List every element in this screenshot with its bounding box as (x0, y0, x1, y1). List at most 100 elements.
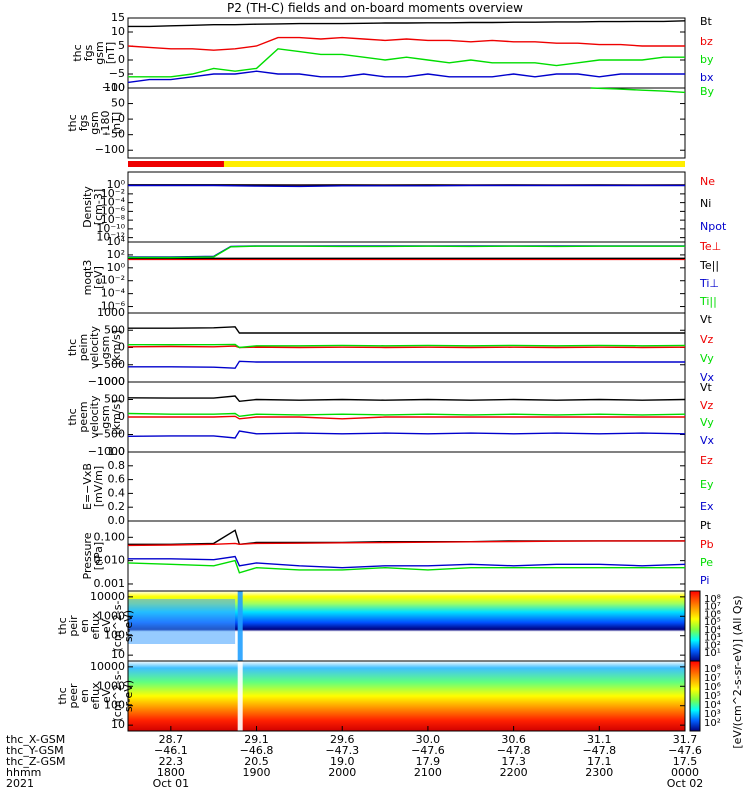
y-tick-label: −5 (109, 67, 125, 80)
y-tick-label: 0 (118, 112, 125, 125)
y-tick-label: 100 (104, 81, 125, 94)
y-axis-label: eflux (89, 612, 102, 640)
series-line-Vy (128, 343, 686, 349)
y-axis-label: thc (66, 408, 79, 425)
y-axis-label: peem (77, 401, 90, 432)
y-tick-label: 0 (118, 341, 125, 354)
legend-label-Npot: Npot (700, 220, 727, 233)
colorbar-tick-label: 10¹ (704, 648, 721, 659)
y-tick-label: 15 (111, 11, 125, 24)
y-axis-label: [km/s] (110, 399, 123, 434)
y-axis-label: (cm^2-s- (111, 601, 124, 652)
y-axis-label: peir (67, 615, 80, 637)
y-tick-label: 10⁻⁶ (101, 204, 126, 217)
series-line-Bt (128, 20, 686, 28)
legend-label-Pi: Pi (700, 574, 709, 587)
legend-label-Pe: Pe (700, 556, 713, 569)
y-tick-label: 0.010 (94, 554, 126, 567)
colorbar-tick-label: 10⁶ (704, 609, 721, 620)
legend-label-Vx: Vx (700, 371, 715, 384)
colorbar-tick-label: 10⁸ (704, 594, 721, 605)
y-axis-label: moqt3 (81, 260, 94, 296)
y-axis-label: thc (66, 114, 79, 131)
legend-label-Te||: Te|| (699, 259, 719, 272)
y-tick-label: 10⁰ (107, 178, 126, 191)
time-axis-value: 29.6 (330, 733, 355, 746)
y-axis-label: gsm (99, 336, 112, 359)
legend-label-Ni: Ni (700, 197, 711, 210)
legend-label-bz: bz (700, 35, 713, 48)
colorbar-tick-label: 10⁶ (704, 682, 721, 693)
time-axis-value: −47.8 (582, 744, 616, 757)
colorbar-scale (689, 590, 701, 662)
series-line-Pi (128, 555, 686, 569)
y-axis-label: gsm (88, 111, 101, 134)
series-line-Pe (127, 559, 685, 574)
panel-frame (127, 171, 686, 243)
legend-label-bx: bx (700, 71, 714, 84)
colorbar-label: [eV/(cm^2-s-sr-eV)] (All Qs) (731, 595, 744, 748)
y-axis-label: velocity (88, 395, 101, 438)
y-axis-label: [mV/m] (92, 466, 105, 507)
series-line-Vx (127, 430, 686, 439)
panel-peir_spec: 10000 1000 100 10 thcpeirenefluxeV(cm^2-s-sr… (56, 590, 686, 662)
y-tick-label: 0.4 (108, 486, 126, 499)
time-axis-value: 29.1 (244, 733, 269, 746)
y-axis-label: en (78, 619, 91, 633)
time-axis-value: −47.8 (497, 744, 531, 757)
time-axis-value: 2300 (585, 766, 613, 779)
y-tick-label: −10 (102, 81, 125, 94)
legend-label-Vz: Vz (700, 333, 714, 346)
colorbar-tick-label: 10² (704, 718, 721, 729)
time-axis-value: 31.1 (587, 733, 612, 746)
colorbar-tick-label: 10⁷ (704, 673, 721, 684)
y-tick-label: −50 (102, 128, 125, 141)
y-tick-label: 10⁰ (107, 261, 126, 274)
y-tick-label: 1000 (97, 306, 125, 319)
panel-frame (127, 451, 686, 522)
y-tick-label: −100 (95, 143, 125, 156)
panel-frame (127, 87, 686, 159)
spectrogram-fill-early (128, 599, 236, 644)
series-line-Pb (127, 540, 685, 547)
time-axis-row-label: hhmm (6, 766, 41, 779)
legend-label-By: By (700, 85, 715, 98)
time-axis-value: −47.3 (325, 744, 359, 757)
y-tick-label: 50 (111, 97, 125, 110)
series-line-Vx (128, 360, 685, 369)
mode-bar-segment (223, 161, 685, 167)
y-axis-label: [km/s] (110, 330, 123, 365)
time-axis-value: 30.0 (416, 733, 441, 746)
time-axis-value: −47.6 (411, 744, 445, 757)
time-axis-value: 31.7 (673, 733, 698, 746)
legend-label-Vt: Vt (700, 381, 713, 394)
y-tick-label: 0.2 (108, 500, 126, 513)
series-line-Vz (127, 345, 686, 349)
legend-label-Ne: Ne (700, 175, 715, 188)
y-axis-label: [nT] (110, 112, 123, 134)
time-axis-value: −46.8 (240, 744, 274, 757)
time-axis-row-label: thc_Y-GSM (6, 744, 64, 757)
y-axis-label: thc (56, 687, 69, 704)
y-tick-label: 10 (111, 648, 125, 661)
y-tick-label: −1000 (88, 445, 125, 458)
y-tick-label: 10⁻⁸ (101, 213, 126, 226)
spectrogram-gap (237, 591, 243, 661)
colorbar-tick-label: 10³ (704, 633, 721, 644)
panel-efield: 1.00.80.60.40.20.0 E=−VxB[mV/m] Ez Ey Ex (81, 445, 714, 527)
time-axis-value: 17.1 (587, 755, 612, 768)
time-axis-row-label: thc_X-GSM (6, 733, 65, 746)
legend-label-Ey: Ey (700, 478, 714, 491)
y-tick-label: 10⁻⁴ (101, 287, 126, 300)
series-line-Vt (128, 326, 685, 334)
colorbar-tick-label: 10⁵ (704, 617, 721, 628)
y-tick-label: 0 (118, 53, 125, 66)
y-tick-label: 0 (118, 410, 125, 423)
y-axis-label: thc (71, 44, 84, 61)
colorbar-scale (689, 660, 701, 732)
y-tick-label: 10 (111, 25, 125, 38)
colorbar-tick-label: 10⁴ (704, 625, 721, 636)
